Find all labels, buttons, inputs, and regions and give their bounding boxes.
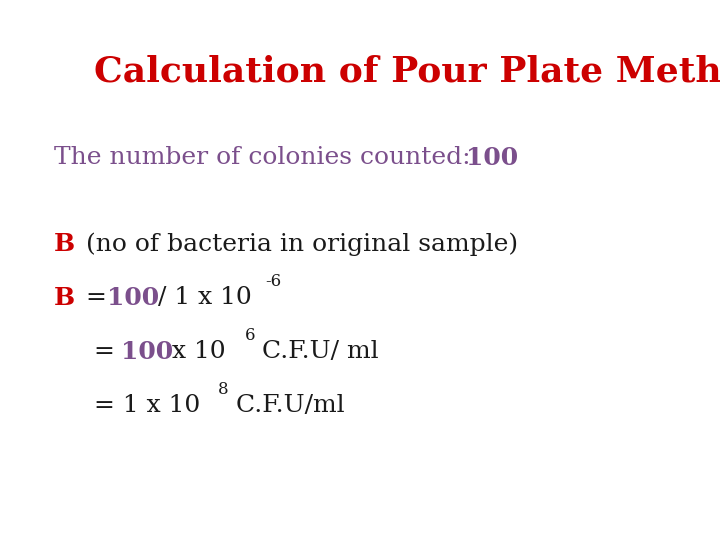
- Text: The number of colonies counted:: The number of colonies counted:: [54, 146, 471, 169]
- Text: =: =: [94, 340, 122, 363]
- Text: C.F.U/ ml: C.F.U/ ml: [254, 340, 379, 363]
- Text: (no of bacteria in original sample): (no of bacteria in original sample): [78, 232, 518, 256]
- Text: =: =: [78, 286, 114, 309]
- Text: 100: 100: [466, 146, 518, 170]
- Text: 100: 100: [107, 286, 158, 310]
- Text: 6: 6: [245, 327, 256, 343]
- Text: x 10: x 10: [164, 340, 226, 363]
- Text: B: B: [54, 286, 75, 310]
- Text: Calculation of Pour Plate Method: Calculation of Pour Plate Method: [94, 54, 720, 88]
- Text: 8: 8: [218, 381, 229, 397]
- Text: 100: 100: [121, 340, 173, 364]
- Text: -6: -6: [265, 273, 281, 289]
- Text: B: B: [54, 232, 75, 256]
- Text: C.F.U/ml: C.F.U/ml: [228, 394, 344, 417]
- Text: / 1 x 10: / 1 x 10: [150, 286, 251, 309]
- Text: = 1 x 10: = 1 x 10: [94, 394, 200, 417]
